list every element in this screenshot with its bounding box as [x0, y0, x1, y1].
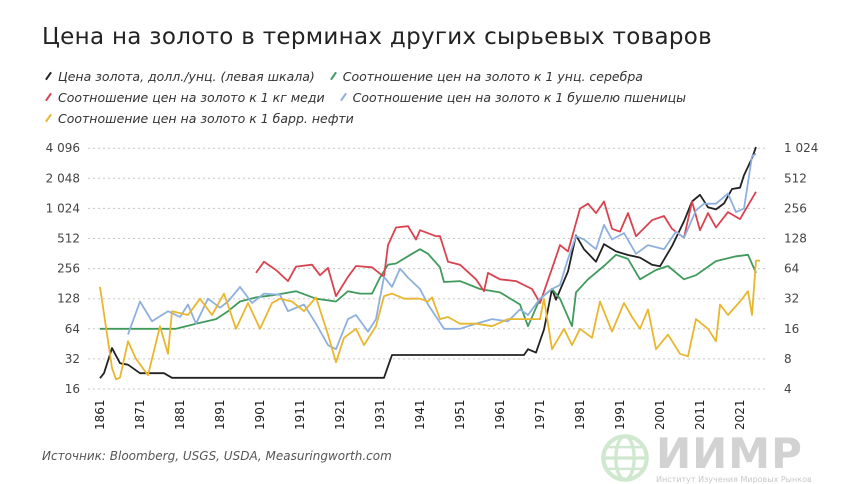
series-line-0 — [99, 146, 757, 379]
y-left-tick-label: 16 — [65, 382, 80, 396]
legend-label: Соотношение цен на золото к 1 унц. сереб… — [342, 69, 643, 84]
x-tick-label: 1881 — [173, 399, 187, 430]
x-tick-label: 1961 — [493, 399, 507, 430]
y-right-tick-label: 128 — [784, 232, 807, 246]
y-right-tick-label: 8 — [784, 352, 792, 366]
x-tick-label: 1921 — [333, 399, 347, 430]
series-line-3 — [127, 153, 757, 351]
series-line-2 — [255, 191, 757, 304]
y-right-tick-label: 256 — [784, 201, 807, 215]
y-right-tick-label: 1 024 — [784, 141, 818, 155]
x-tick-label: 1981 — [573, 399, 587, 430]
x-tick-label: 1861 — [93, 399, 107, 430]
source-note: Источник: Bloomberg, USGS, USDA, Measuri… — [42, 449, 392, 463]
legend-item-copper: Соотношение цен на золото к 1 кг меди — [44, 87, 325, 108]
x-tick-label: 1931 — [373, 399, 387, 430]
y-left-tick-label: 4 096 — [46, 141, 80, 155]
legend-item-gold: Цена золота, долл./унц. (левая шкала) — [44, 66, 315, 87]
x-tick-label: 1951 — [453, 399, 467, 430]
x-tick-label: 1971 — [533, 399, 547, 430]
legend-item-oil: Соотношение цен на золото к 1 барр. нефт… — [44, 108, 354, 129]
legend-item-silver: Соотношение цен на золото к 1 унц. сереб… — [329, 66, 643, 87]
y-right-tick-label: 64 — [784, 262, 799, 276]
x-tick-label: 2021 — [733, 399, 747, 430]
x-tick-label: 2001 — [653, 399, 667, 430]
legend-item-wheat: Соотношение цен на золото к 1 бушелю пше… — [339, 87, 686, 108]
y-left-tick-label: 1 024 — [46, 201, 80, 215]
y-right-tick-label: 32 — [784, 292, 799, 306]
x-tick-label: 1901 — [253, 399, 267, 430]
x-tick-label: 2011 — [693, 399, 707, 430]
legend-label: Соотношение цен на золото к 1 барр. нефт… — [58, 111, 354, 126]
legend-label: Соотношение цен на золото к 1 бушелю пше… — [352, 90, 686, 105]
legend-label: Соотношение цен на золото к 1 кг меди — [58, 90, 325, 105]
logo-subtitle: Институт Изучения Мировых Рынков — [656, 475, 812, 484]
y-left-tick-label: 256 — [57, 262, 80, 276]
y-right-tick-label: 512 — [784, 171, 807, 185]
x-tick-label: 1911 — [293, 399, 307, 430]
series-line-1 — [100, 248, 757, 330]
y-left-tick-label: 32 — [65, 352, 80, 366]
series-line-4 — [99, 259, 760, 381]
x-tick-label: 1891 — [213, 399, 227, 430]
y-left-tick-label: 128 — [57, 292, 80, 306]
logo-text: ИИМР — [656, 429, 803, 478]
legend-label: Цена золота, долл./унц. (левая шкала) — [58, 69, 315, 84]
y-left-tick-label: 64 — [65, 322, 80, 336]
chart-plot: 4 096 2 048 1 024 512 256 128 64 32 16 1 024 512 25… — [46, 141, 819, 430]
x-tick-label: 1991 — [613, 399, 627, 430]
x-tick-label: 1941 — [413, 399, 427, 430]
logo: ИИМР Институт Изучения Мировых Рынков — [600, 433, 850, 484]
legend: Цена золота, долл./унц. (левая шкала) Со… — [44, 66, 696, 129]
y-right-tick-label: 16 — [784, 322, 799, 336]
globe-icon — [601, 434, 649, 482]
y-left-tick-label: 512 — [57, 232, 80, 246]
y-right-tick-label: 4 — [784, 382, 792, 396]
x-tick-label: 1871 — [133, 399, 147, 430]
y-left-tick-label: 2 048 — [46, 171, 80, 185]
chart-title: Цена на золото в терминах других сырьевы… — [42, 24, 712, 50]
